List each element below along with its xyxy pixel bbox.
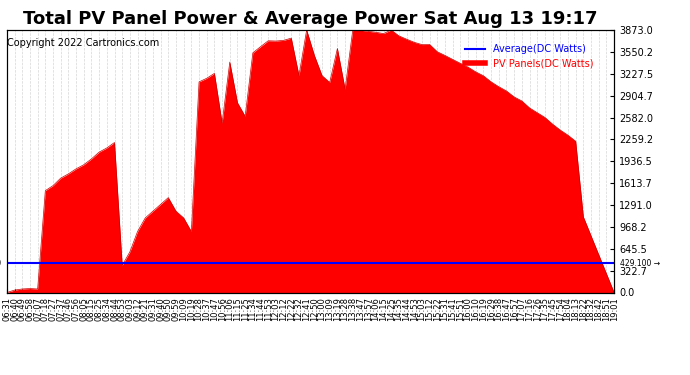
Text: ← 429.100: ← 429.100 [0,259,1,268]
Title: Total PV Panel Power & Average Power Sat Aug 13 19:17: Total PV Panel Power & Average Power Sat… [23,10,598,28]
Text: Copyright 2022 Cartronics.com: Copyright 2022 Cartronics.com [7,38,159,48]
Text: 429.100 →: 429.100 → [620,259,660,268]
Legend: Average(DC Watts), PV Panels(DC Watts): Average(DC Watts), PV Panels(DC Watts) [462,40,597,73]
